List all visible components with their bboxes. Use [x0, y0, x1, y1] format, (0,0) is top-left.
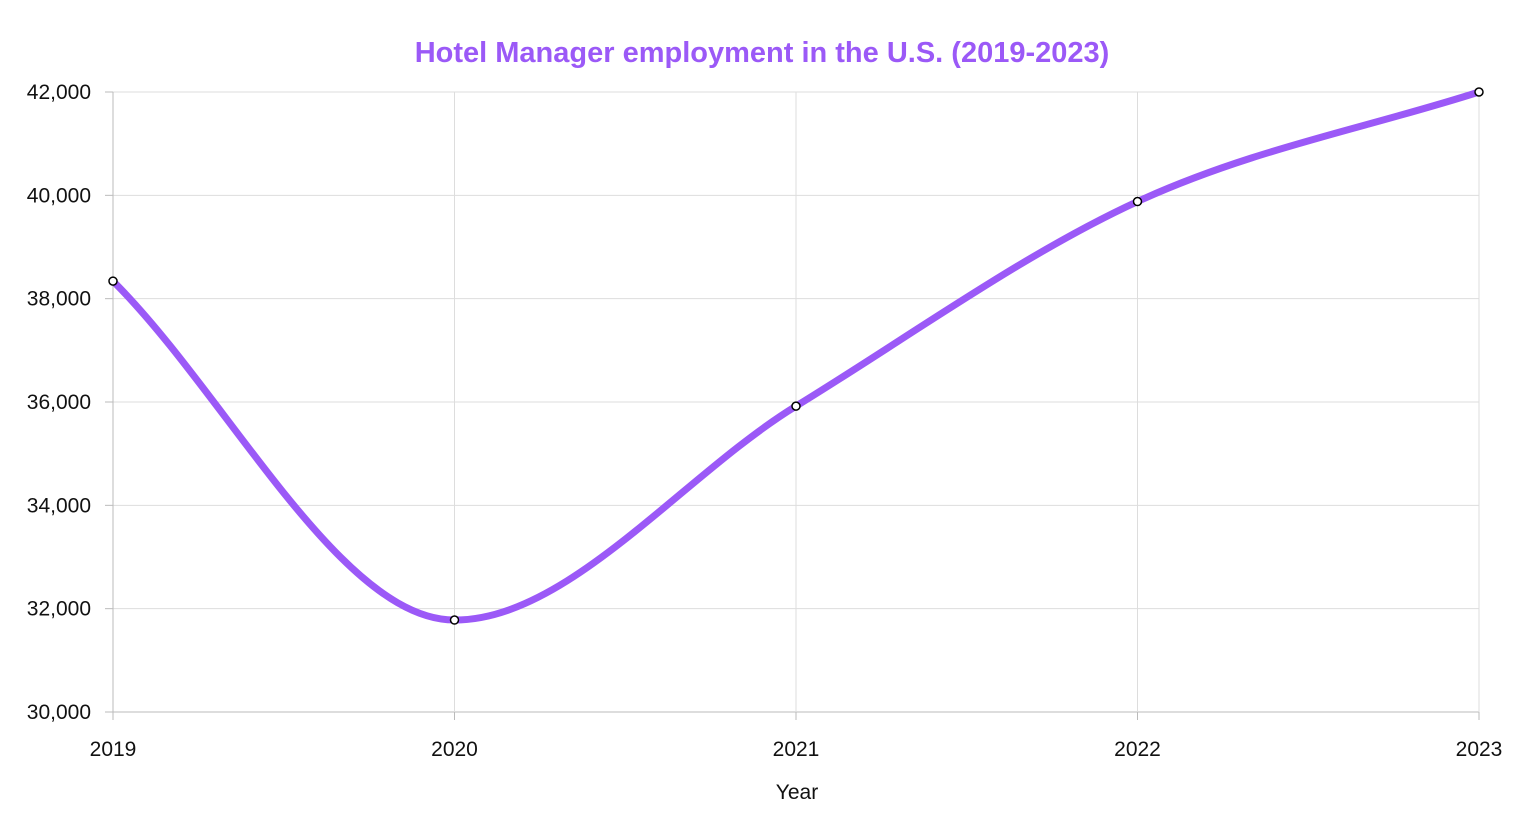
data-point[interactable]	[449, 615, 460, 625]
data-point[interactable]	[108, 276, 118, 286]
y-tick-label: 42,000	[27, 81, 91, 104]
grid	[112, 91, 1480, 713]
x-tick-label: 2019	[90, 738, 137, 761]
y-tick-label: 38,000	[27, 288, 91, 311]
data-point[interactable]	[791, 401, 801, 411]
x-axis-label: Year	[776, 781, 818, 804]
x-tick-label: 2021	[773, 738, 820, 761]
x-tick-label: 2020	[431, 738, 478, 761]
data-point[interactable]	[1474, 87, 1484, 97]
y-tick-label: 34,000	[27, 494, 91, 517]
y-tick-label: 40,000	[27, 184, 91, 207]
x-tick-label: 2022	[1114, 738, 1161, 761]
chart-title: Hotel Manager employment in the U.S. (20…	[415, 37, 1110, 69]
points-layer	[108, 87, 1484, 625]
series-line	[109, 88, 1483, 624]
series-layer	[109, 88, 1483, 624]
data-point[interactable]	[1132, 196, 1143, 207]
axes: 30,000 32,000 34,000 36,000 38,000 40,000 42,0…	[27, 81, 1503, 761]
x-tick-label: 2023	[1456, 738, 1503, 761]
y-tick-label: 30,000	[27, 701, 91, 724]
y-tick-label: 32,000	[27, 598, 91, 621]
y-tick-label: 36,000	[27, 391, 91, 414]
